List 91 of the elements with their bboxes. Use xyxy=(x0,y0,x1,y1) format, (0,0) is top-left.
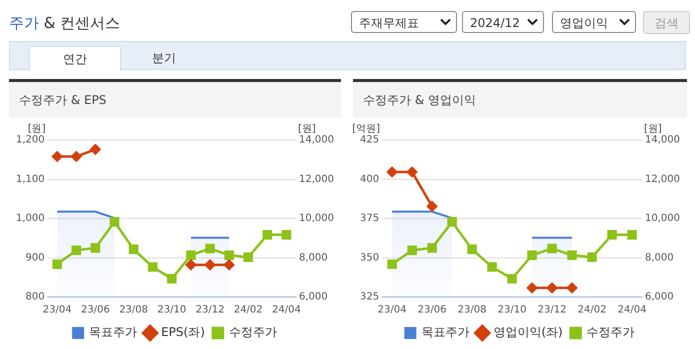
point xyxy=(52,151,62,162)
point xyxy=(90,243,100,253)
y2-tick-label: 10,000 xyxy=(645,213,680,224)
y2-tick-label: 6,000 xyxy=(299,292,328,303)
text: 영업이익 xyxy=(552,11,636,33)
point xyxy=(205,244,215,254)
chart-title: 수정주가 & 영업이익 xyxy=(353,82,687,118)
point xyxy=(547,244,557,254)
y-axis-title: [원] xyxy=(28,124,46,135)
text: 연간 xyxy=(29,46,121,71)
y2-axis-title: [원] xyxy=(298,124,316,135)
chart-title: 수정주가 & EPS xyxy=(9,82,341,118)
point xyxy=(52,259,62,270)
y2-tick-label: 14,000 xyxy=(299,134,334,146)
point xyxy=(110,217,120,227)
x-tick-label: 23/08 xyxy=(458,304,486,316)
y2-axis-title: [원] xyxy=(644,124,662,135)
legend-label: 수정주가 xyxy=(228,325,277,340)
y2-tick-label: 12,000 xyxy=(645,174,680,185)
x-tick-label: 23/06 xyxy=(418,304,446,316)
y2-tick-label: 10,000 xyxy=(299,213,334,224)
point xyxy=(607,230,617,240)
point xyxy=(148,262,158,272)
x-tick-label: 23/10 xyxy=(498,304,526,316)
point xyxy=(387,259,397,270)
y2-tick-label: 14,000 xyxy=(645,134,680,146)
point xyxy=(186,250,196,260)
x-tick-label: 24/04 xyxy=(618,304,646,316)
point xyxy=(567,250,577,260)
point xyxy=(71,151,82,162)
point xyxy=(243,252,254,262)
text: 분기 xyxy=(151,50,177,67)
y-tick-label: 425 xyxy=(360,134,380,146)
x-tick-label: 23/10 xyxy=(157,304,186,316)
y-axis-title: [억원] xyxy=(352,124,380,135)
y-tick-label: 400 xyxy=(360,174,380,185)
x-tick-label: 23/04 xyxy=(378,304,406,316)
y2-tick-label: 12,000 xyxy=(299,174,334,185)
y-tick-label: 1,200 xyxy=(16,134,45,146)
point xyxy=(426,201,438,212)
point xyxy=(224,250,234,260)
x-tick-label: 23/12 xyxy=(538,304,566,316)
x-tick-label: 23/06 xyxy=(80,304,110,316)
y-tick-label: 375 xyxy=(360,213,380,224)
x-tick-label: 23/12 xyxy=(196,304,224,316)
point xyxy=(386,166,398,178)
x-tick-label: 23/08 xyxy=(119,304,148,316)
point xyxy=(447,217,457,227)
x-tick-label: 24/02 xyxy=(578,304,606,316)
text: 검색 xyxy=(643,11,690,34)
point xyxy=(406,166,418,178)
x-tick-label: 23/04 xyxy=(42,304,72,316)
y2-tick-label: 6,000 xyxy=(645,292,674,303)
point xyxy=(546,282,558,294)
text: 주가 & 컨센서스 xyxy=(9,14,120,33)
point xyxy=(627,230,637,240)
point xyxy=(427,243,437,253)
legend-label: 목표주가 xyxy=(421,325,470,340)
y2-tick-label: 8,000 xyxy=(645,252,674,264)
point xyxy=(527,250,537,260)
point xyxy=(128,244,138,254)
legend-label: 목표주가 xyxy=(89,325,138,340)
point xyxy=(224,260,234,270)
point xyxy=(262,230,272,240)
point xyxy=(507,274,517,284)
y-tick-label: 350 xyxy=(360,252,380,264)
point xyxy=(487,262,497,272)
point xyxy=(526,282,538,294)
point xyxy=(186,260,196,270)
y-tick-label: 325 xyxy=(360,292,380,303)
legend-label: 영업이익(좌) xyxy=(493,325,563,340)
point xyxy=(467,244,477,254)
point xyxy=(407,246,417,256)
point xyxy=(566,282,578,294)
y2-tick-label: 8,000 xyxy=(299,252,328,264)
text: 2024/12 xyxy=(462,11,544,33)
x-tick-label: 24/04 xyxy=(272,304,301,316)
y-tick-label: 1,000 xyxy=(16,213,45,224)
y-tick-label: 1,100 xyxy=(16,174,45,185)
x-tick-label: 24/02 xyxy=(234,304,263,316)
y-tick-label: 800 xyxy=(26,292,45,303)
point xyxy=(204,260,216,270)
y-tick-label: 900 xyxy=(26,252,45,264)
point xyxy=(167,274,177,284)
point xyxy=(72,246,82,256)
point xyxy=(90,144,101,155)
legend-label: EPS(좌) xyxy=(161,325,205,340)
legend-label: 수정주가 xyxy=(586,325,635,340)
point xyxy=(282,230,292,240)
text: 주재무제표 xyxy=(351,11,457,33)
point xyxy=(587,252,597,262)
